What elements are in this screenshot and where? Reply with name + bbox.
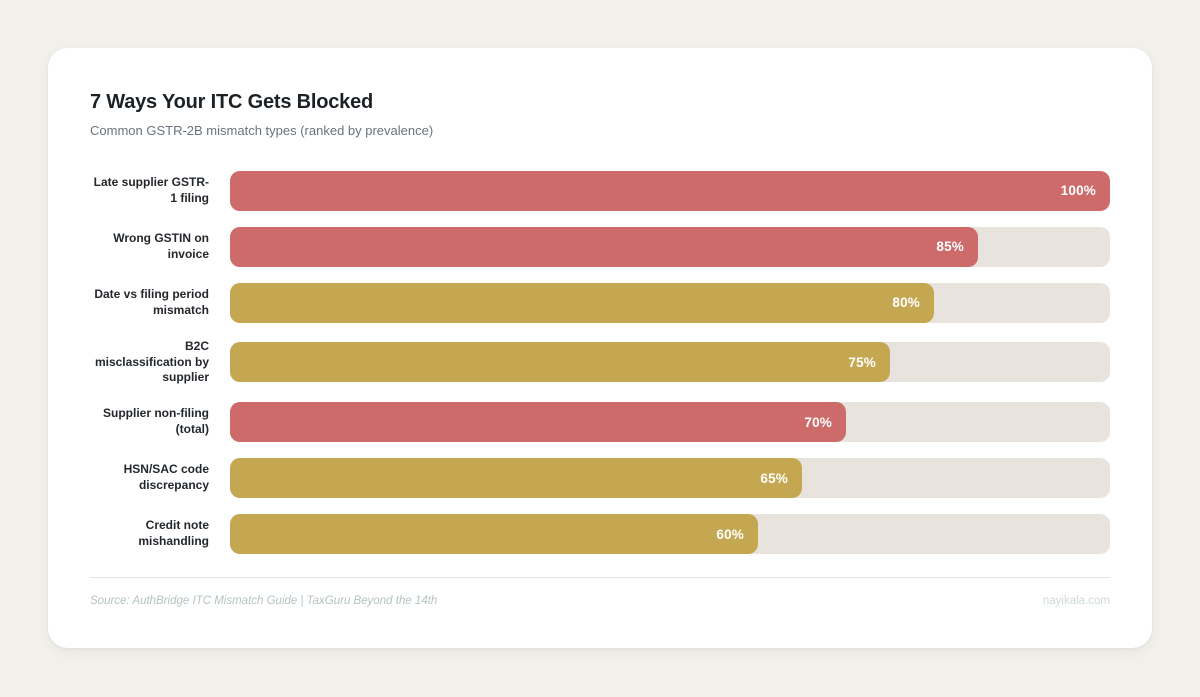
bar-fill: 100% xyxy=(230,170,1110,211)
site-watermark: nayikala.com xyxy=(1042,595,1110,608)
bar-fill: 65% xyxy=(230,458,802,499)
bar-value-label: 75% xyxy=(848,354,876,370)
bar-track: 60% xyxy=(230,514,1110,555)
category-label: Late supplier GSTR-1 filing xyxy=(93,174,209,205)
footer: Source: AuthBridge ITC Mismatch Guide | … xyxy=(90,577,1110,607)
category-label: HSN/SAC code discrepancy xyxy=(123,462,209,493)
chart-row: Credit note mishandling 60% xyxy=(90,514,1110,555)
bar-value-label: 60% xyxy=(716,526,744,542)
category-label: Credit note mishandling xyxy=(138,518,209,549)
category-label: Date vs filing period mismatch xyxy=(94,286,209,317)
bar-fill: 60% xyxy=(230,514,758,555)
bar-value-label: 70% xyxy=(804,414,832,430)
bar-fill: 75% xyxy=(230,342,890,383)
page-title: 7 Ways Your ITC Gets Blocked xyxy=(90,91,374,113)
bar-track: 70% xyxy=(230,402,1110,443)
bar-track: 75% xyxy=(230,342,1110,383)
chart-row: HSN/SAC code discrepancy 65% xyxy=(90,458,1110,499)
bar-fill: 85% xyxy=(230,226,978,267)
bar-track: 65% xyxy=(230,458,1110,499)
source-credit: Source: AuthBridge ITC Mismatch Guide | … xyxy=(90,595,438,608)
page-subtitle: Common GSTR-2B mismatch types (ranked by… xyxy=(90,123,434,138)
chart-card: 7 Ways Your ITC Gets Blocked Common GSTR… xyxy=(48,48,1152,648)
bar-value-label: 100% xyxy=(1060,183,1096,199)
chart-row: Late supplier GSTR-1 filing 100% xyxy=(90,170,1110,211)
chart-row: B2C misclassification by supplier 75% xyxy=(90,339,1110,387)
bar-value-label: 85% xyxy=(936,239,964,255)
bar-value-label: 65% xyxy=(760,470,788,486)
category-label: Wrong GSTIN on invoice xyxy=(113,230,209,261)
bar-track: 80% xyxy=(230,282,1110,323)
chart-row: Date vs filing period mismatch 80% xyxy=(90,282,1110,323)
chart-row: Wrong GSTIN on invoice 85% xyxy=(90,226,1110,267)
bar-track: 85% xyxy=(230,226,1110,267)
bar-fill: 70% xyxy=(230,402,846,443)
category-label: B2C misclassification by supplier xyxy=(94,338,209,385)
bar-chart: Late supplier GSTR-1 filing 100% Wrong GST… xyxy=(90,170,1110,555)
category-label: Supplier non-filing (total) xyxy=(103,406,209,437)
bar-track: 100% xyxy=(230,170,1110,211)
bar-value-label: 80% xyxy=(892,295,920,311)
chart-row: Supplier non-filing (total) 70% xyxy=(90,402,1110,443)
bar-fill: 80% xyxy=(230,282,934,323)
